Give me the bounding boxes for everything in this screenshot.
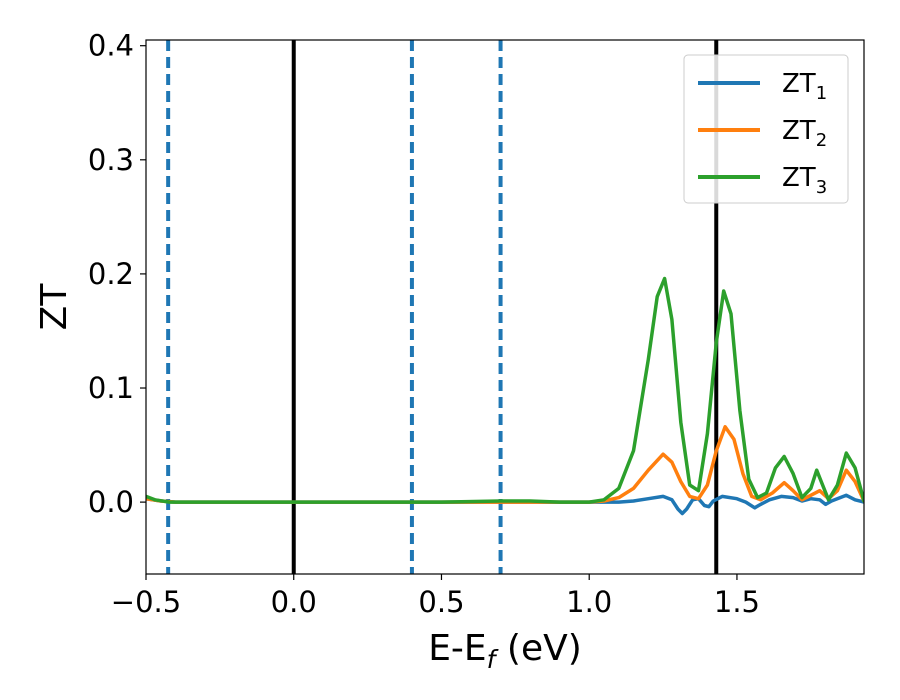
legend-label-zt1: ZT1 — [782, 69, 827, 104]
series-layer — [146, 276, 864, 516]
legend: ZT1 ZT2 ZT3 — [683, 54, 849, 204]
x-axis: −0.5 0.0 0.5 1.0 1.5 — [111, 574, 760, 619]
y-tick-label-4: 0.4 — [88, 29, 134, 63]
series-line-zt3 — [146, 276, 864, 504]
series-line-zt1 — [146, 493, 864, 516]
y-axis: 0.0 0.1 0.2 0.3 0.4 — [88, 29, 146, 519]
x-axis-label: E-Ef (eV) — [428, 628, 582, 674]
y-tick-label-1: 0.1 — [88, 371, 134, 405]
y-axis-label: ZT — [34, 283, 75, 331]
x-tick-label-4: 1.5 — [714, 585, 760, 619]
y-tick-label-0: 0.0 — [88, 485, 134, 519]
legend-label-zt2: ZT2 — [782, 116, 827, 151]
x-tick-label-0: −0.5 — [111, 585, 181, 619]
legend-box — [683, 54, 849, 204]
plot-frame — [145, 39, 865, 575]
y-tick-label-3: 0.3 — [88, 143, 134, 177]
y-tick-label-2: 0.2 — [88, 257, 134, 291]
reference-lines — [166, 40, 719, 574]
x-tick-label-2: 0.5 — [418, 585, 464, 619]
x-tick-label-3: 1.0 — [566, 585, 612, 619]
x-tick-label-1: 0.0 — [271, 585, 317, 619]
series-line-zt2 — [146, 425, 864, 504]
legend-label-zt3: ZT3 — [782, 163, 827, 198]
